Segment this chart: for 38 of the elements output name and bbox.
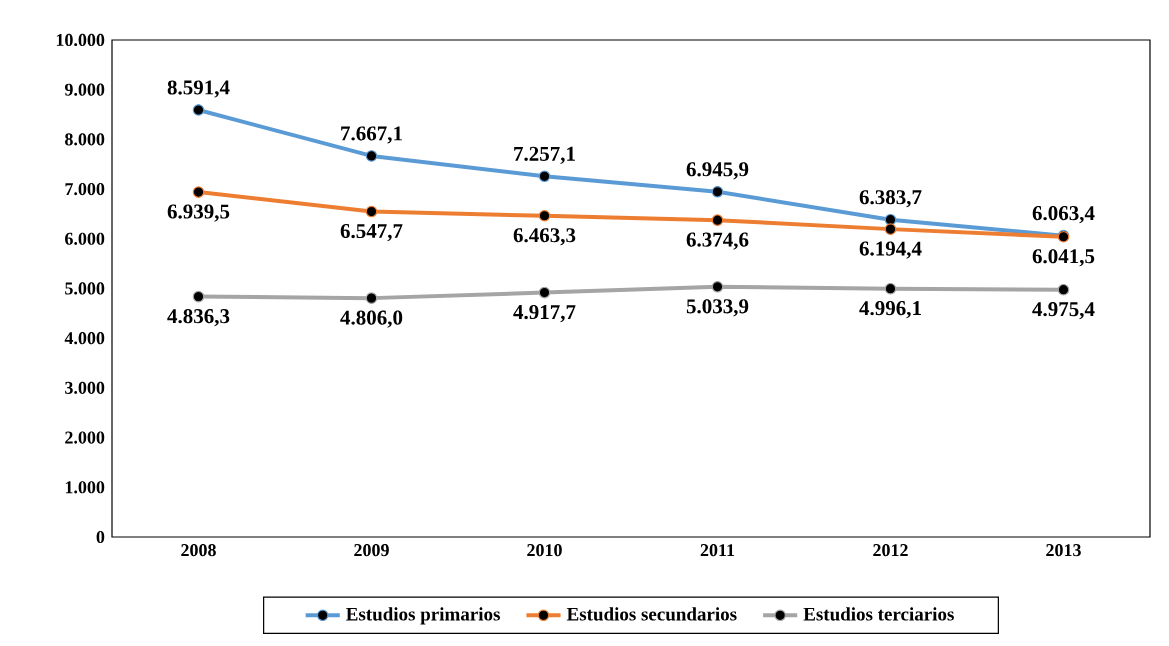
data-label: 6.063,4 [1032, 206, 1095, 224]
data-label: 6.194,4 [859, 241, 922, 259]
data-label: 8.591,4 [167, 80, 230, 98]
data-label: 6.547,7 [340, 223, 403, 242]
y-tick-label: 7.000 [65, 182, 105, 196]
data-label: 6.383,7 [859, 190, 922, 208]
data-label: 7.667,1 [341, 126, 402, 144]
data-label: 6.374,6 [686, 232, 749, 250]
x-tick-label: 2012 [873, 544, 908, 557]
legend-label: Estudios terciarios [803, 607, 954, 621]
y-tick-label: 0 [96, 530, 105, 544]
x-tick-label: 2011 [700, 544, 735, 557]
x-tick-label: 2009 [354, 544, 389, 557]
data-label: 4.996,1 [859, 301, 921, 319]
data-label: 5.033,9 [686, 299, 749, 317]
data-label: 6.041,5 [1032, 249, 1095, 267]
legend-label: Estudios secundarios [566, 607, 737, 621]
y-tick-label: 3.000 [65, 381, 105, 394]
data-label: 4.836,3 [167, 309, 230, 327]
y-tick-label: 4.000 [64, 332, 105, 345]
x-tick-label: 2010 [527, 544, 562, 557]
data-label: 4.975,4 [1032, 302, 1095, 320]
data-label: 6.945,9 [686, 162, 749, 180]
y-tick-label: 9.000 [64, 83, 105, 96]
data-label: 4.806,0 [340, 310, 403, 328]
legend-label: Estudios primarios [346, 607, 500, 625]
y-tick-label: 8.000 [65, 133, 105, 146]
data-label: 7.257,1 [514, 146, 575, 164]
y-tick-label: 1.000 [65, 481, 105, 494]
y-tick-label: 10.000 [56, 33, 105, 47]
data-label: 6.939,5 [167, 204, 230, 222]
x-tick-label: 2008 [181, 544, 216, 557]
data-label: 4.917,7 [513, 304, 576, 323]
y-tick-label: 6.000 [65, 232, 105, 245]
data-label: 6.463,3 [513, 228, 576, 246]
y-tick-label: 5.000 [65, 282, 105, 295]
y-tick-label: 2.000 [65, 431, 105, 444]
x-tick-label: 2013 [1046, 544, 1081, 557]
